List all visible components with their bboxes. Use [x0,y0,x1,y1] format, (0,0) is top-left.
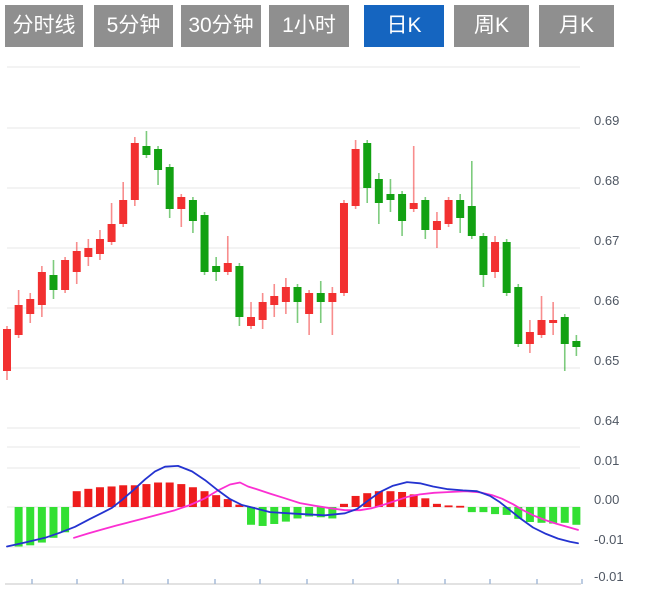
macd-axis-label: 0.00 [594,492,620,507]
macd-axis-label: 0.01 [594,453,620,468]
price-axis-label: 0.64 [594,413,620,428]
macd-axis-label: -0.01 [594,532,624,547]
price-axis-label: 0.69 [594,113,620,128]
price-axis-label: 0.68 [594,173,620,188]
period-tab-bar: 分时线 5分钟 30分钟 1小时 日K 周K 月K [5,5,614,47]
tab-5min[interactable]: 5分钟 [94,5,173,47]
tab-timeline[interactable]: 分时线 [5,5,83,47]
price-axis-label: 0.67 [594,233,620,248]
tab-1hour[interactable]: 1小时 [269,5,349,47]
price-axis-label: 0.65 [594,353,620,368]
tab-monthly-k[interactable]: 月K [539,5,614,47]
tab-weekly-k[interactable]: 周K [454,5,529,47]
price-axis-label: 0.66 [594,293,620,308]
macd-axis-label: -0.01 [594,569,624,584]
tab-30min[interactable]: 30分钟 [181,5,261,47]
tab-daily-k[interactable]: 日K [364,5,444,47]
